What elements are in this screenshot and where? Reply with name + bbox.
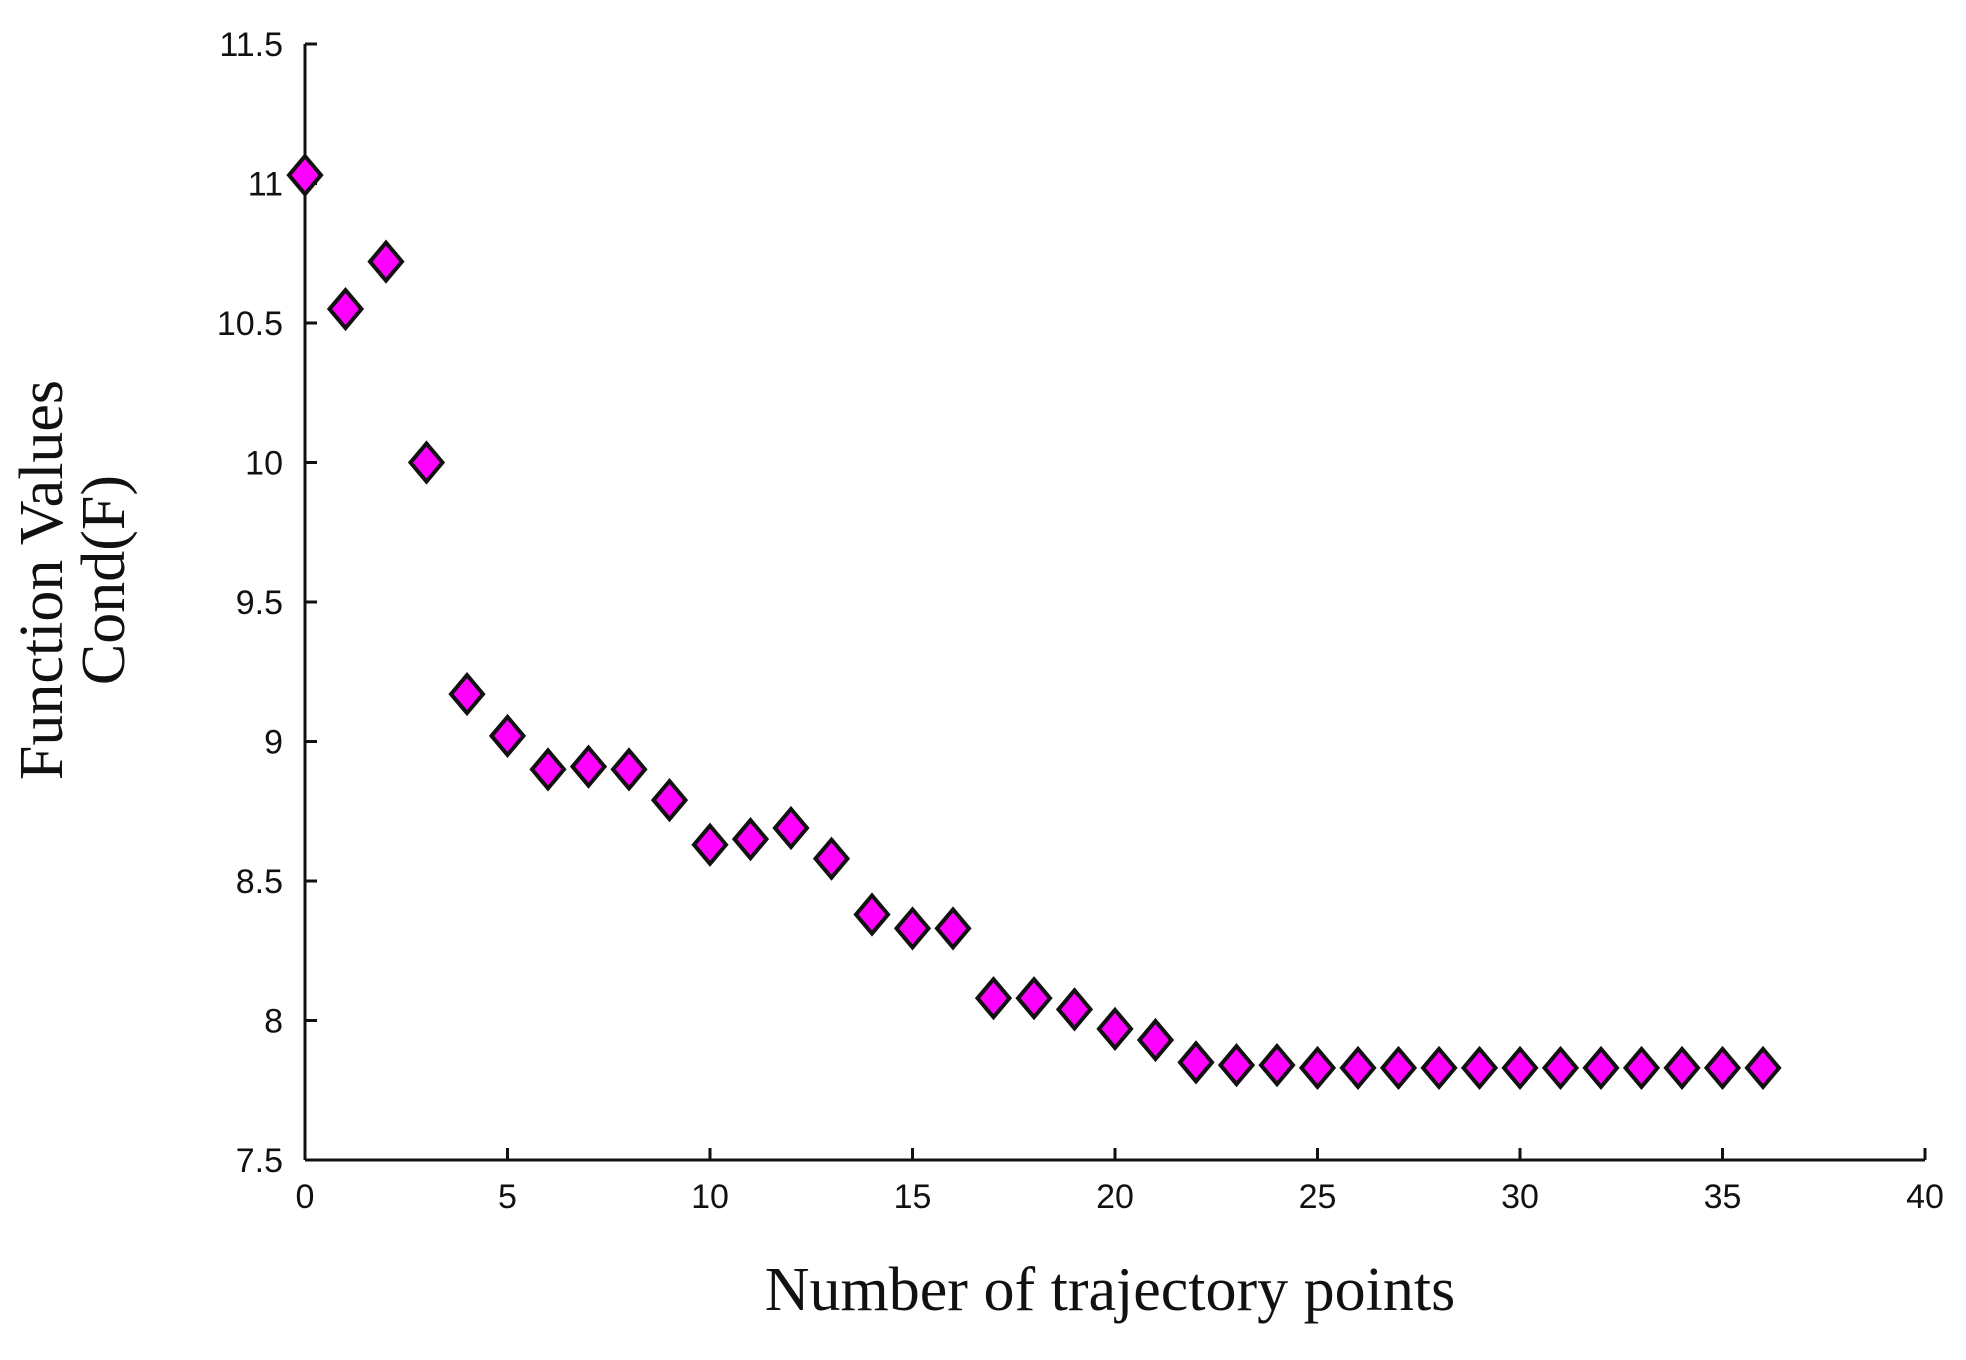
x-tick-label: 25	[1299, 1178, 1337, 1216]
y-tick-label: 7.5	[236, 1142, 283, 1180]
x-tick-label: 5	[498, 1178, 517, 1216]
data-point	[448, 671, 486, 717]
data-point	[1460, 1045, 1499, 1091]
data-point	[286, 153, 324, 198]
data-point	[1541, 1045, 1580, 1091]
data-point	[812, 836, 851, 881]
y-axis-title-line-1: Function Values	[8, 380, 76, 780]
y-tick-label: 10	[245, 445, 283, 483]
data-point	[326, 286, 365, 332]
y-tick-label: 10.5	[217, 305, 283, 343]
data-point	[1136, 1017, 1175, 1063]
y-tick-label: 11	[248, 166, 283, 204]
data-point	[529, 747, 567, 792]
data-point	[610, 747, 648, 792]
data-points	[286, 153, 1782, 1091]
x-tick-label: 20	[1096, 1178, 1134, 1216]
y-tick-label: 8	[264, 1003, 283, 1041]
data-point	[1663, 1045, 1701, 1091]
data-point	[1582, 1045, 1620, 1091]
data-point	[367, 239, 405, 284]
x-tick-label: 15	[894, 1178, 932, 1216]
y-tick-label: 11.5	[219, 26, 283, 64]
x-tick-label: 10	[691, 1178, 729, 1216]
data-point	[772, 805, 810, 851]
x-tick-label: 40	[1906, 1178, 1944, 1216]
data-point	[934, 906, 972, 951]
data-point	[731, 817, 770, 862]
data-point	[569, 744, 608, 789]
data-point	[1258, 1043, 1296, 1088]
data-point	[1744, 1045, 1782, 1091]
data-point	[1298, 1045, 1337, 1091]
data-point	[1015, 976, 1053, 1021]
chart-axes	[303, 44, 1925, 1162]
y-tick-label: 8.5	[236, 863, 283, 901]
data-point	[1379, 1045, 1418, 1091]
data-point	[650, 777, 689, 823]
data-point	[1177, 1040, 1215, 1085]
data-point	[974, 976, 1013, 1021]
data-point	[1420, 1045, 1458, 1091]
data-point	[691, 822, 729, 867]
y-axis-title: Function Values Cond(F)	[8, 380, 138, 780]
y-axis-title-line-2: Cond(F)	[70, 475, 138, 685]
data-point	[1622, 1045, 1661, 1091]
data-point	[893, 906, 932, 951]
x-axis-ticks: 0 5 10 15 20 25 30 35 40	[296, 1148, 1944, 1216]
x-tick-label: 0	[296, 1178, 315, 1216]
x-tick-label: 30	[1501, 1178, 1539, 1216]
data-point	[1501, 1045, 1539, 1091]
data-point	[1339, 1045, 1377, 1091]
y-tick-label: 9	[264, 724, 283, 762]
data-point	[488, 713, 527, 759]
y-axis-ticks: 7.5 8 8.5 9 9.5 10 10.5 11 11.5	[217, 26, 317, 1180]
data-point	[407, 440, 446, 485]
data-point	[853, 892, 891, 937]
data-point	[1055, 987, 1094, 1032]
x-tick-label: 35	[1704, 1178, 1742, 1216]
x-axis-title: Number of trajectory points	[765, 1256, 1455, 1324]
data-point	[1096, 1006, 1134, 1051]
data-point	[1217, 1043, 1256, 1088]
data-point	[1703, 1045, 1742, 1091]
y-tick-label: 9.5	[236, 584, 283, 622]
